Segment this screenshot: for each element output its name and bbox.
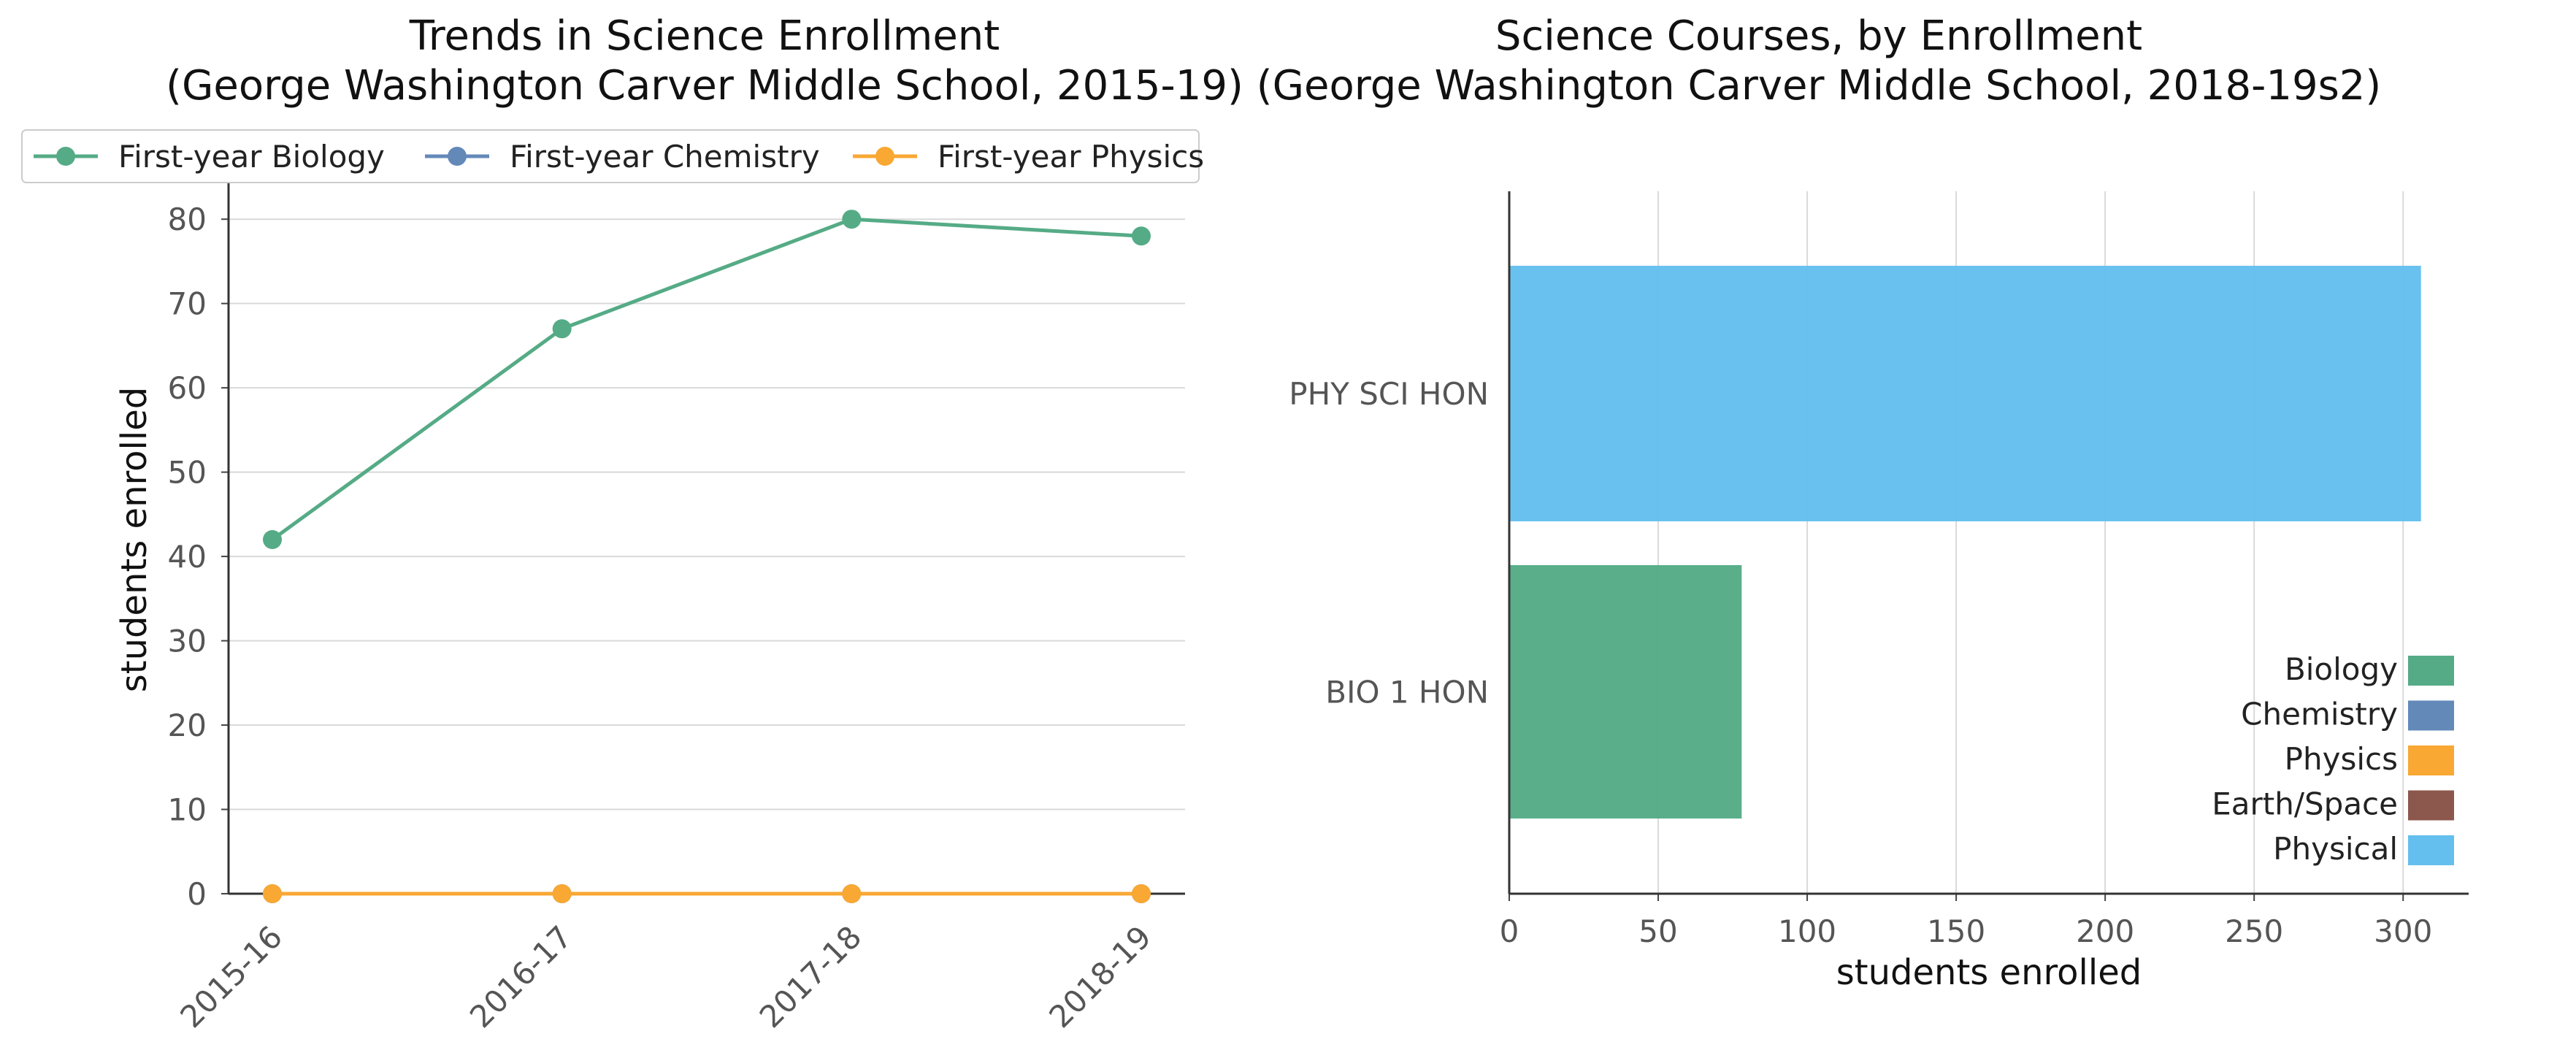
x-axis-label: students enrolled — [1836, 952, 2142, 993]
bar-chart: Science Courses, by Enrollment(George Wa… — [1257, 12, 2469, 993]
legend-label: Physical — [2273, 831, 2398, 867]
chart-title-line: Science Courses, by Enrollment — [1495, 12, 2142, 60]
x-tick-label: 0 — [1500, 913, 1519, 949]
legend-swatch — [2408, 700, 2454, 731]
legend-swatch — [2408, 745, 2454, 775]
x-tick-label: 50 — [1638, 913, 1677, 949]
y-tick-label: 60 — [168, 370, 207, 406]
y-tick-label: 80 — [168, 202, 207, 237]
x-tick-label: 200 — [2076, 913, 2134, 949]
x-tick-label: 250 — [2225, 913, 2283, 949]
data-point — [263, 884, 282, 903]
line-chart: Trends in Science Enrollment(George Wash… — [21, 12, 1243, 1035]
legend-label: Earth/Space — [2212, 786, 2398, 822]
x-tick-label: 2017-18 — [753, 919, 869, 1035]
data-point — [842, 210, 862, 229]
y-tick-label: 20 — [168, 708, 207, 743]
x-tick-label: 2018-19 — [1042, 919, 1158, 1035]
y-tick-label: BIO 1 HON — [1325, 675, 1489, 710]
legend-swatch — [2408, 835, 2454, 865]
chart-title-line: Trends in Science Enrollment — [409, 12, 1000, 60]
x-tick-label: 300 — [2374, 913, 2432, 949]
chart-title-line: (George Washington Carver Middle School,… — [1257, 62, 2381, 110]
data-point — [552, 884, 572, 903]
y-axis-label: students enrolled — [114, 387, 155, 692]
x-tick-label: 2016-17 — [463, 919, 579, 1035]
bar — [1509, 565, 1742, 819]
bar — [1509, 266, 2421, 521]
legend-label: First-year Biology — [118, 139, 385, 175]
series-line — [271, 217, 1142, 542]
data-point — [263, 530, 282, 549]
y-tick-label: 70 — [168, 286, 207, 322]
data-point — [1132, 226, 1151, 246]
legend: First-year Biology First-year Chemistry Fi… — [21, 129, 1204, 183]
legend-swatch-marker — [56, 147, 75, 166]
y-tick-label: 30 — [168, 624, 207, 659]
chart-title-line: (George Washington Carver Middle School,… — [166, 62, 1243, 110]
y-tick-label: 50 — [168, 455, 207, 491]
legend-swatch-marker — [448, 147, 467, 166]
legend-label: Physics — [2285, 741, 2398, 777]
legend-label: Biology — [2285, 651, 2398, 687]
legend: Biology Chemistry Physics Earth/Space Physic… — [2212, 651, 2454, 867]
y-tick-label: PHY SCI HON — [1289, 376, 1489, 412]
legend-label: First-year Chemistry — [510, 139, 820, 175]
legend-swatch — [2408, 656, 2454, 686]
data-point — [1132, 884, 1151, 903]
data-point — [552, 319, 572, 339]
data-point — [842, 884, 862, 903]
legend-label: Chemistry — [2241, 697, 2398, 732]
legend-frame — [21, 129, 1200, 183]
y-tick-label: 10 — [168, 792, 207, 828]
legend-swatch — [2408, 790, 2454, 821]
x-tick-label: 2015-16 — [173, 919, 289, 1035]
legend-label: First-year Physics — [938, 139, 1204, 175]
y-tick-label: 0 — [187, 876, 207, 912]
x-tick-label: 150 — [1927, 913, 1985, 949]
legend-swatch-marker — [875, 147, 894, 166]
y-tick-label: 40 — [168, 539, 207, 575]
x-tick-label: 100 — [1778, 913, 1836, 949]
